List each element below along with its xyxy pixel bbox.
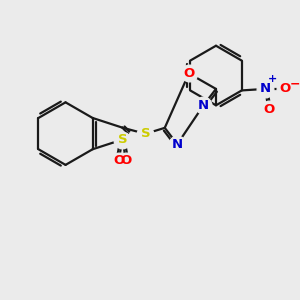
Text: S: S	[141, 127, 150, 140]
Text: +: +	[268, 74, 277, 84]
Text: −: −	[290, 77, 300, 90]
Text: N: N	[172, 138, 183, 151]
Text: O: O	[121, 154, 132, 167]
Text: O: O	[280, 82, 291, 95]
Text: N: N	[198, 99, 209, 112]
Text: O: O	[113, 154, 124, 167]
Text: O: O	[183, 67, 194, 80]
Text: S: S	[118, 133, 127, 146]
Text: N: N	[260, 82, 271, 95]
Text: O: O	[263, 103, 274, 116]
